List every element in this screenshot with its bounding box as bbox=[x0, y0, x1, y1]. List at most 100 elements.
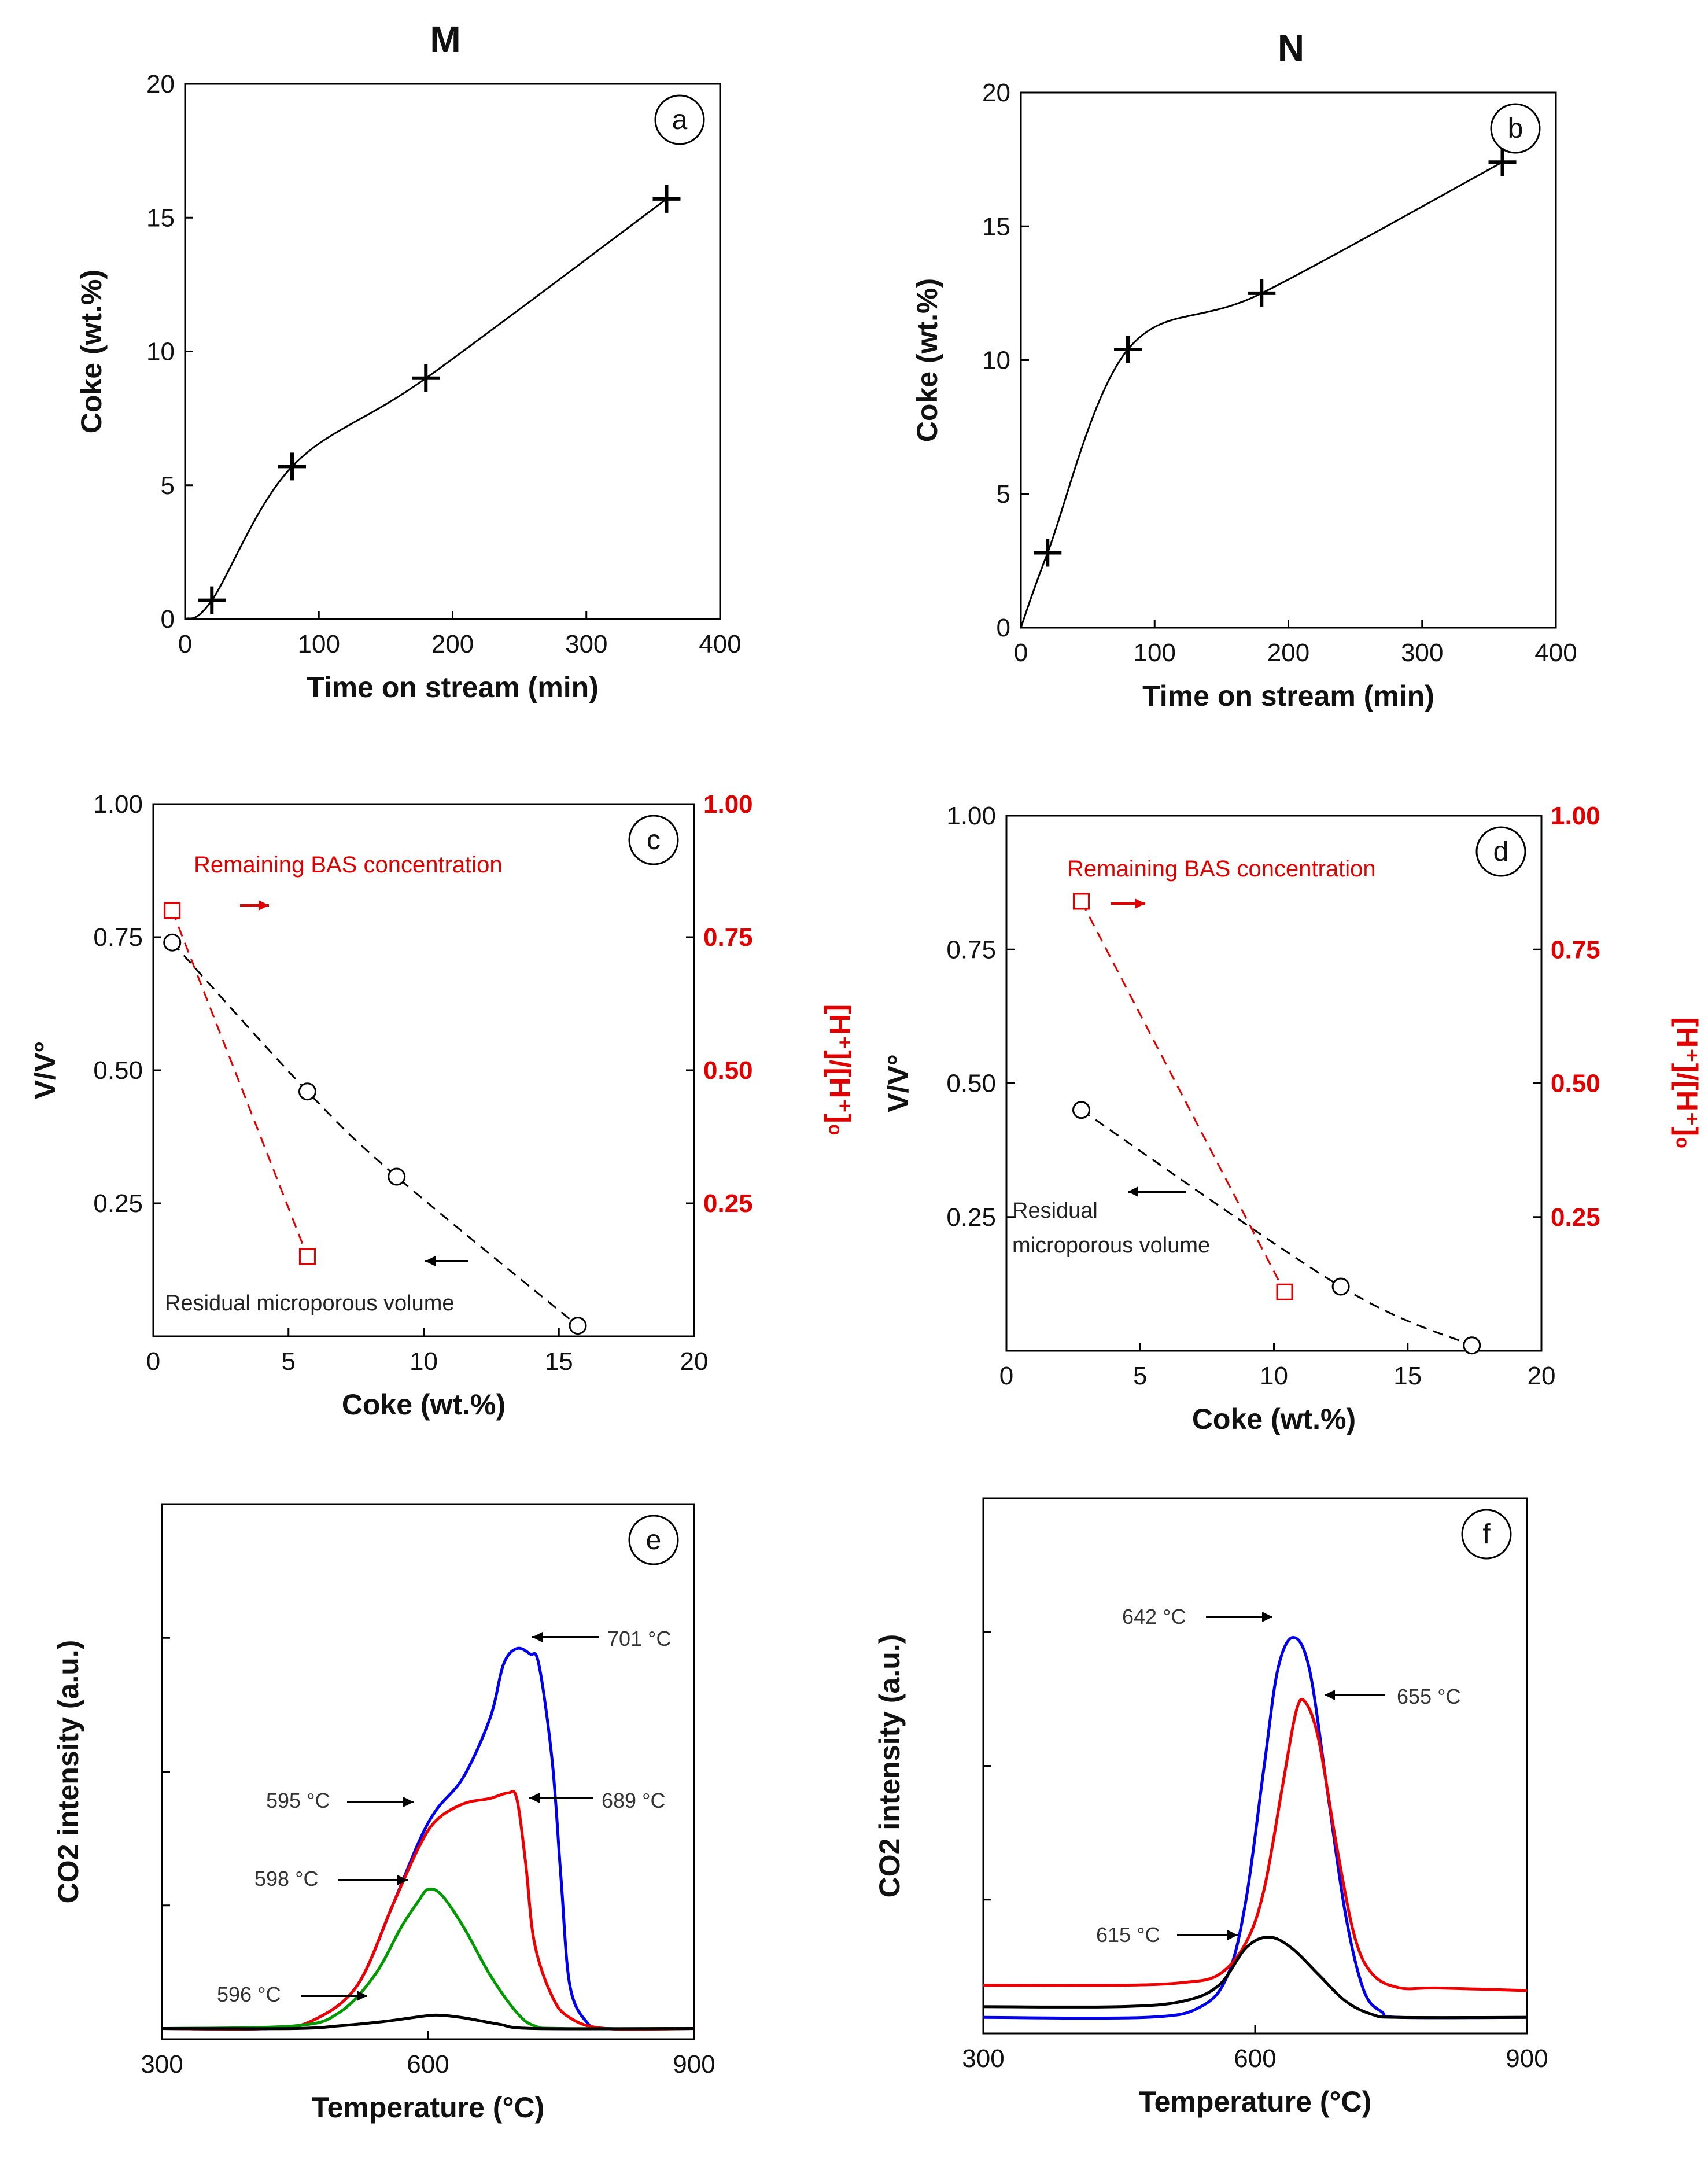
data-point bbox=[298, 1248, 316, 1265]
y2-tick-label: 1.00 bbox=[703, 790, 753, 819]
y-axis-label: CO2 intensity (a.u.) bbox=[52, 1640, 84, 1904]
y-tick-label: 0.50 bbox=[93, 1056, 143, 1085]
panel-badge bbox=[1490, 103, 1541, 154]
chart-panel-f: 300 600 900 Temperature (°C) CO2 intensity (… bbox=[873, 1497, 1548, 2118]
data-point bbox=[388, 1167, 406, 1186]
x-tick-label: 300 bbox=[141, 2050, 183, 2079]
annotation-peak: 689 °C bbox=[602, 1789, 665, 1812]
x-tick-label: 300 bbox=[962, 2044, 1004, 2073]
y2-axis-label: [H⁺]/[H⁺]₀ bbox=[1671, 1017, 1703, 1149]
series-line bbox=[185, 198, 667, 620]
y-tick-label: 0.25 bbox=[93, 1189, 143, 1218]
panel-badge-label: b bbox=[1508, 113, 1523, 144]
y2-tick-label: 0.50 bbox=[703, 1056, 753, 1085]
data-point bbox=[412, 364, 440, 392]
x-tick-label: 0 bbox=[146, 1347, 160, 1376]
y-tick-label: 5 bbox=[161, 471, 175, 500]
x-tick-label: 200 bbox=[431, 630, 474, 658]
y2-tick-label: 0.75 bbox=[1551, 935, 1600, 964]
x-tick-label: 5 bbox=[1133, 1362, 1147, 1390]
y-tick-label: 5 bbox=[997, 480, 1010, 508]
x-tick-label: 20 bbox=[1528, 1362, 1556, 1390]
data-point bbox=[298, 1082, 316, 1101]
plot-frame bbox=[1020, 91, 1557, 629]
data-point bbox=[1114, 336, 1142, 363]
x-tick-label: 0 bbox=[999, 1362, 1013, 1390]
y-tick-label: 1.00 bbox=[93, 790, 143, 819]
annotation-arrowhead bbox=[357, 1991, 367, 2001]
y-axis-label: V/V° bbox=[882, 1054, 914, 1112]
annotation-micro-2: microporous volume bbox=[1012, 1233, 1210, 1258]
y-tick-label: 20 bbox=[146, 70, 175, 98]
x-tick-label: 20 bbox=[680, 1347, 709, 1376]
chart-panel-e: 300 600 900 Temperature (°C) CO2 intensity (… bbox=[52, 1503, 715, 2124]
y-tick-label: 0 bbox=[161, 605, 175, 633]
data-point bbox=[1331, 1277, 1350, 1296]
column-title-m: M bbox=[430, 19, 460, 60]
y-tick-label: 10 bbox=[982, 347, 1010, 375]
annotation-arrowhead bbox=[532, 1632, 543, 1642]
data-point bbox=[278, 452, 306, 481]
panel-badge-label: f bbox=[1482, 1519, 1491, 1550]
y-tick-label: 0.75 bbox=[946, 935, 996, 964]
data-point bbox=[1276, 1283, 1293, 1300]
x-axis-label: Coke (wt.%) bbox=[342, 1388, 506, 1421]
panel-badge-label: a bbox=[672, 105, 688, 135]
y-tick-label: 0.25 bbox=[946, 1203, 996, 1232]
annotation-arrowhead bbox=[529, 1793, 540, 1803]
series-line bbox=[983, 1935, 1528, 2020]
panel-badge bbox=[1461, 1509, 1512, 1560]
plot-frame bbox=[152, 803, 695, 1337]
x-tick-label: 100 bbox=[298, 630, 340, 658]
data-point bbox=[164, 902, 181, 919]
y-tick-label: 0 bbox=[997, 614, 1010, 642]
x-tick-label: 100 bbox=[1134, 639, 1176, 667]
chart-panel-b: 0 100 200 300 400 0 5 10 15 20 Time on stream (min… bbox=[911, 79, 1577, 712]
y-axis-label: CO2 intensity (a.u.) bbox=[873, 1634, 906, 1898]
y-axis-label: Coke (wt.%) bbox=[75, 270, 108, 433]
plot-frame bbox=[982, 1497, 1528, 2035]
data-point bbox=[163, 933, 182, 952]
series-line bbox=[983, 1697, 1528, 1992]
data-point bbox=[1463, 1336, 1481, 1355]
panel-badge bbox=[628, 1515, 679, 1565]
y-tick-label: 10 bbox=[146, 338, 175, 366]
y2-tick-label: 0.25 bbox=[1551, 1203, 1600, 1232]
column-title-n: N bbox=[1278, 27, 1304, 69]
data-point bbox=[1072, 1101, 1090, 1119]
annotation-peak: 655 °C bbox=[1397, 1685, 1460, 1708]
annotation-peak: 598 °C bbox=[254, 1867, 318, 1891]
y2-tick-label: 0.25 bbox=[703, 1189, 753, 1218]
x-tick-label: 0 bbox=[1014, 639, 1028, 667]
x-tick-label: 200 bbox=[1267, 639, 1309, 667]
annotation-peak: 701 °C bbox=[607, 1627, 671, 1650]
data-point bbox=[1034, 539, 1062, 567]
annotation-peak: 595 °C bbox=[266, 1789, 330, 1812]
plot-frame bbox=[184, 83, 721, 620]
annotation-micro: Residual microporous volume bbox=[165, 1291, 455, 1316]
x-tick-label: 400 bbox=[699, 630, 741, 658]
x-tick-label: 400 bbox=[1534, 639, 1577, 667]
annotation-peak: 642 °C bbox=[1122, 1605, 1186, 1628]
data-point bbox=[1488, 148, 1517, 176]
y2-axis-label: [H⁺]/[H⁺]₀ bbox=[824, 1004, 856, 1136]
annotation-arrowhead bbox=[403, 1797, 414, 1807]
x-axis-label: Time on stream (min) bbox=[1142, 680, 1434, 712]
panel-badge bbox=[654, 94, 705, 145]
series-line bbox=[161, 2013, 695, 2031]
annotation-arrowhead bbox=[425, 1256, 436, 1266]
series-line bbox=[161, 1887, 695, 2031]
panel-badge-label: c bbox=[647, 825, 661, 856]
data-point bbox=[652, 185, 681, 213]
chart-panel-a: 0 100 200 300 400 0 5 10 15 20 Time on stream (min… bbox=[75, 70, 742, 703]
chart-panel-c: 0 5 10 15 20 0.25 0.50 0.75 1.00 0.25 0.50 0.75 1.00… bbox=[29, 790, 856, 1421]
plot-frame bbox=[161, 1503, 695, 2040]
x-tick-label: 0 bbox=[178, 630, 192, 658]
y-tick-label: 15 bbox=[146, 204, 175, 232]
annotation-peak: 615 °C bbox=[1096, 1923, 1160, 1947]
y-axis-label: Coke (wt.%) bbox=[911, 278, 943, 442]
y2-tick-label: 0.50 bbox=[1551, 1070, 1600, 1098]
x-tick-label: 300 bbox=[1401, 639, 1443, 667]
